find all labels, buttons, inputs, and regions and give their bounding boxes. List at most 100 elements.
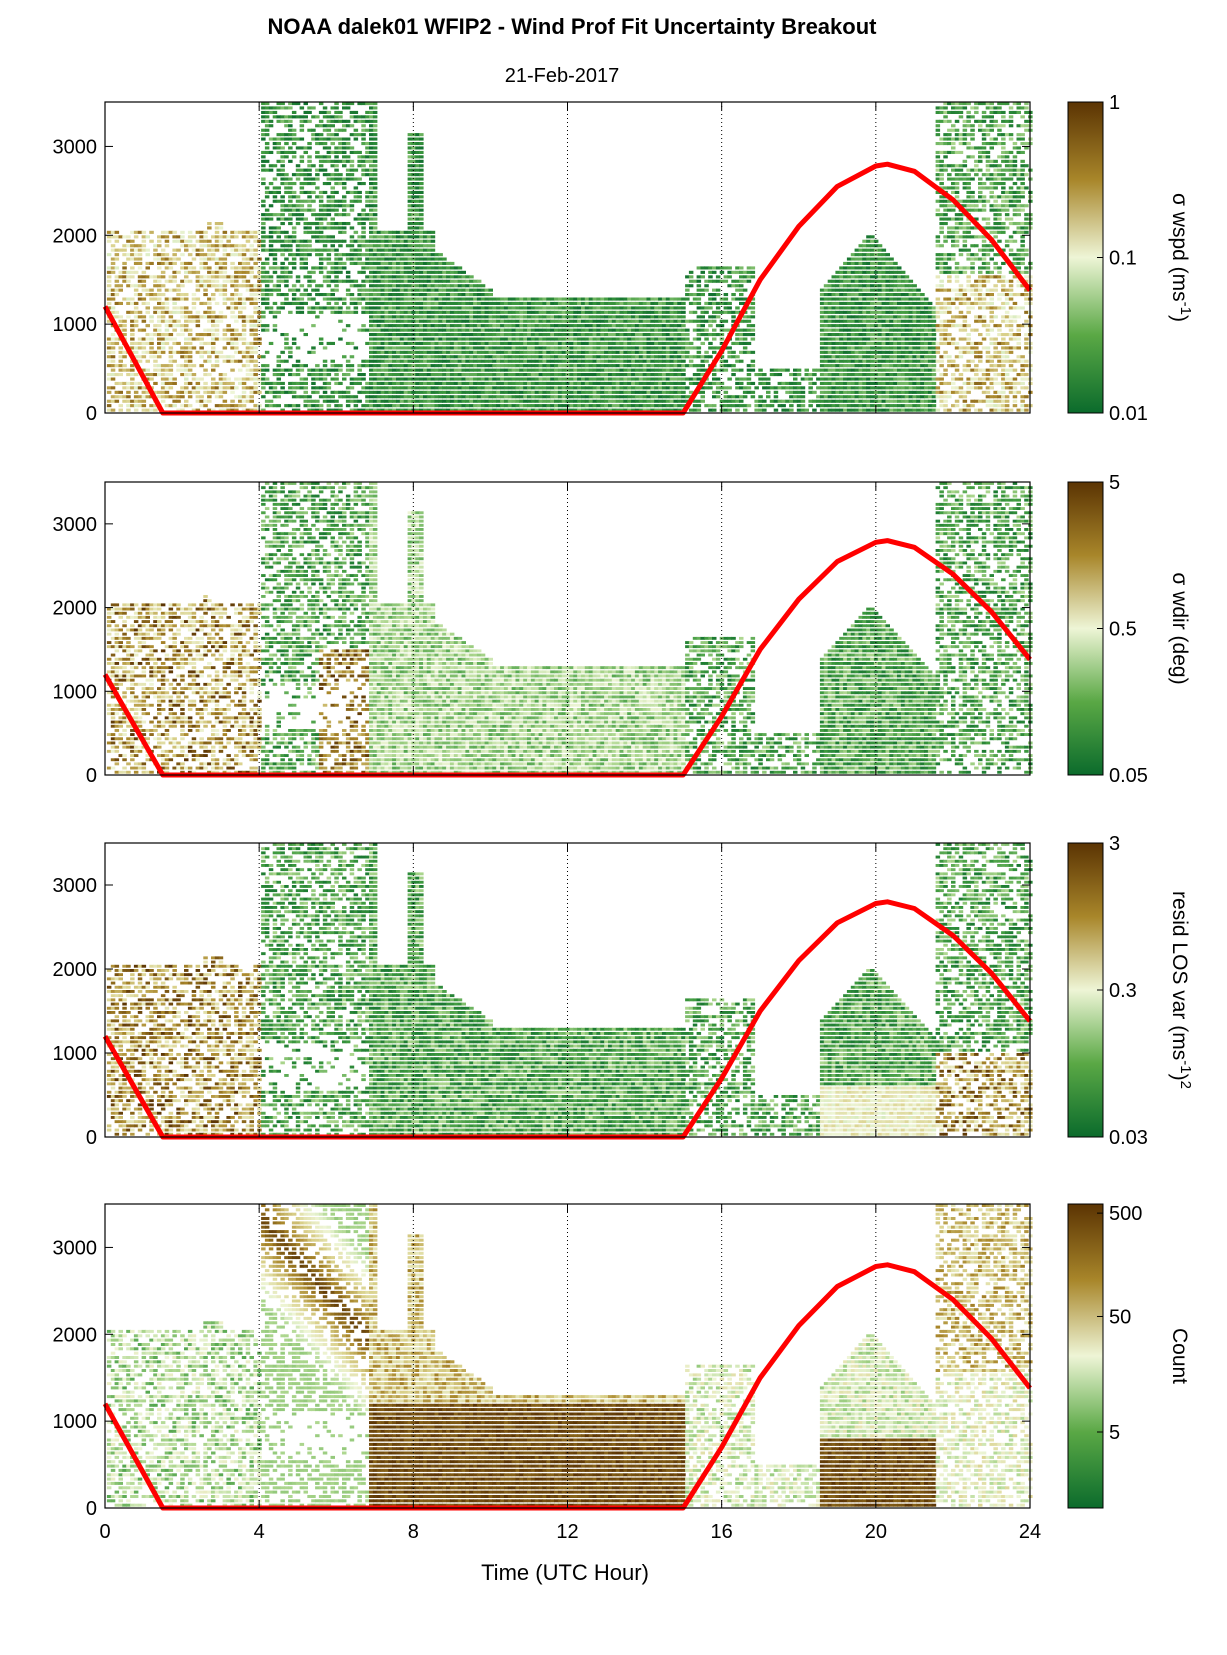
heatmap-cell <box>215 289 220 292</box>
heatmap-cell <box>670 311 675 314</box>
heatmap-cell <box>153 249 158 252</box>
heatmap-cell <box>334 378 339 381</box>
heatmap-cell <box>327 280 332 283</box>
heatmap-cell <box>689 275 694 278</box>
heatmap-cell <box>369 115 374 118</box>
heatmap-cell <box>589 298 594 301</box>
heatmap-cell <box>300 155 305 158</box>
heatmap-cell <box>300 173 305 176</box>
heatmap-cell <box>311 289 316 292</box>
heatmap-cell <box>577 324 582 327</box>
heatmap-cell <box>284 235 289 238</box>
heatmap-cell <box>577 391 582 394</box>
heatmap-cell <box>342 164 347 167</box>
heatmap-cell <box>319 271 324 274</box>
heatmap-cell <box>577 373 582 376</box>
heatmap-cell <box>361 364 366 367</box>
heatmap-cell <box>419 151 424 154</box>
heatmap-cell <box>126 404 131 407</box>
heatmap-cell <box>323 169 328 172</box>
heatmap-cell <box>292 293 297 296</box>
heatmap-cell <box>639 391 644 394</box>
heatmap-cell <box>277 120 282 123</box>
heatmap-cell <box>454 378 459 381</box>
heatmap-cell <box>535 400 540 403</box>
heatmap-cell <box>265 289 270 292</box>
heatmap-cell <box>442 355 447 358</box>
heatmap-cell <box>589 364 594 367</box>
heatmap-cell <box>357 115 362 118</box>
heatmap-cell <box>331 186 336 189</box>
heatmap-cell <box>357 155 362 158</box>
heatmap-cell <box>357 289 362 292</box>
heatmap-cell <box>485 289 490 292</box>
heatmap-cell <box>435 386 440 389</box>
heatmap-cell <box>369 400 374 403</box>
heatmap-cell <box>234 386 239 389</box>
heatmap-cell <box>411 351 416 354</box>
heatmap-cell <box>334 129 339 132</box>
heatmap-cell <box>207 333 212 336</box>
heatmap-cell <box>654 315 659 318</box>
heatmap-cell <box>157 342 162 345</box>
heatmap-cell <box>639 338 644 341</box>
heatmap-cell <box>527 395 532 398</box>
heatmap-cell <box>596 404 601 407</box>
heatmap-cell <box>215 391 220 394</box>
heatmap-cell <box>512 329 516 332</box>
heatmap-cell <box>384 240 389 243</box>
heatmap-cell <box>319 231 324 234</box>
heatmap-cell <box>284 342 289 345</box>
heatmap-cell <box>369 209 374 212</box>
heatmap-cell <box>315 302 320 305</box>
heatmap-cell <box>234 289 239 292</box>
heatmap-cell <box>142 395 147 398</box>
heatmap-cell <box>219 293 224 296</box>
heatmap-cell <box>192 338 197 341</box>
heatmap-cell <box>146 302 151 305</box>
heatmap-cell <box>130 275 135 278</box>
heatmap-cell <box>311 378 316 381</box>
heatmap-cell <box>392 302 397 305</box>
heatmap-cell <box>384 271 389 274</box>
heatmap-cell <box>176 235 181 238</box>
heatmap-cell <box>250 235 255 238</box>
heatmap-cell <box>165 262 170 265</box>
heatmap-cell <box>126 409 131 412</box>
heatmap-cell <box>585 386 590 389</box>
heatmap-cell <box>427 373 432 376</box>
heatmap-cell <box>635 364 640 367</box>
heatmap-cell <box>450 275 455 278</box>
heatmap-cell <box>612 378 617 381</box>
heatmap-cell <box>354 311 359 314</box>
heatmap-cell <box>357 382 362 385</box>
heatmap-cell <box>188 231 193 234</box>
heatmap-cell <box>300 311 305 314</box>
heatmap-cell <box>438 253 443 256</box>
heatmap-cell <box>546 364 551 367</box>
heatmap-cell <box>107 391 112 394</box>
heatmap-cell <box>223 302 228 305</box>
heatmap-cell <box>373 164 378 167</box>
heatmap-cell <box>138 293 143 296</box>
heatmap-cell <box>357 182 362 185</box>
heatmap-cell <box>647 342 652 345</box>
heatmap-cell <box>134 404 139 407</box>
heatmap-cell <box>307 164 312 167</box>
heatmap-cell <box>419 355 424 358</box>
heatmap-cell <box>519 320 524 323</box>
heatmap-cell <box>246 280 251 283</box>
heatmap-cell <box>184 244 189 247</box>
heatmap-cell <box>485 333 490 336</box>
heatmap-cell <box>331 395 336 398</box>
heatmap-cell <box>454 395 459 398</box>
heatmap-cell <box>554 329 559 332</box>
heatmap-cell <box>701 315 706 318</box>
heatmap-cell <box>242 378 247 381</box>
heatmap-cell <box>357 191 362 194</box>
heatmap-cell <box>111 386 116 389</box>
heatmap-cell <box>662 378 667 381</box>
heatmap-cell <box>477 329 482 332</box>
heatmap-cell <box>342 204 347 207</box>
heatmap-cell <box>296 178 301 181</box>
